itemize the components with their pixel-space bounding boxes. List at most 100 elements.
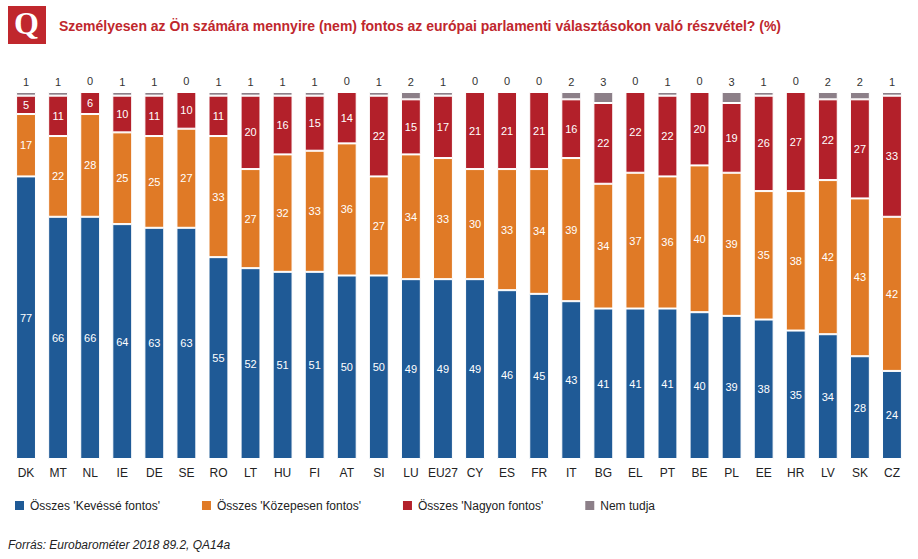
svg-text:FR: FR [531,466,547,480]
svg-text:0: 0 [536,75,542,87]
svg-text:38: 38 [790,255,802,267]
svg-text:Nem tudja: Nem tudja [600,499,655,513]
svg-text:33: 33 [886,150,898,162]
svg-text:49: 49 [469,363,481,375]
svg-text:28: 28 [854,402,866,414]
svg-text:IT: IT [566,466,577,480]
svg-text:22: 22 [822,134,834,146]
svg-text:1: 1 [247,76,253,88]
svg-text:PT: PT [660,466,676,480]
svg-text:LU: LU [403,466,418,480]
svg-text:0: 0 [504,75,510,87]
svg-text:1: 1 [664,76,670,88]
svg-text:21: 21 [501,125,513,137]
svg-text:35: 35 [790,389,802,401]
svg-text:11: 11 [52,110,63,122]
svg-text:0: 0 [87,75,93,87]
svg-text:1: 1 [889,76,895,88]
svg-text:1: 1 [280,76,286,88]
svg-text:33: 33 [212,191,224,203]
svg-text:49: 49 [405,363,417,375]
svg-text:1: 1 [23,76,29,88]
svg-text:40: 40 [693,380,705,392]
svg-text:24: 24 [886,409,898,421]
svg-text:PL: PL [724,466,739,480]
svg-text:0: 0 [344,75,350,87]
svg-text:HU: HU [274,466,291,480]
svg-text:EL: EL [628,466,643,480]
svg-text:20: 20 [693,123,705,135]
svg-text:41: 41 [597,378,609,390]
svg-text:25: 25 [116,172,128,184]
svg-text:2: 2 [408,76,414,88]
svg-text:1: 1 [312,76,318,88]
svg-text:15: 15 [405,121,417,133]
svg-text:1: 1 [55,76,61,88]
svg-text:0: 0 [793,75,799,87]
svg-text:3: 3 [729,76,735,88]
svg-text:0: 0 [183,75,189,87]
svg-text:34: 34 [822,391,834,403]
svg-text:34: 34 [405,211,417,223]
svg-text:33: 33 [437,213,449,225]
svg-text:19: 19 [725,132,737,144]
svg-text:Q: Q [14,5,39,41]
svg-text:51: 51 [309,359,321,371]
svg-text:77: 77 [20,312,32,324]
svg-text:11: 11 [213,110,224,122]
svg-text:55: 55 [212,352,224,364]
svg-text:16: 16 [276,119,288,131]
svg-text:1: 1 [376,76,382,88]
svg-text:IE: IE [117,466,128,480]
svg-text:37: 37 [629,235,641,247]
svg-text:21: 21 [533,125,545,137]
svg-text:Összes 'Kevéssé fontos': Összes 'Kevéssé fontos' [30,499,160,513]
svg-text:5: 5 [23,99,29,111]
svg-text:39: 39 [725,381,737,393]
svg-text:CY: CY [467,466,484,480]
svg-text:32: 32 [276,207,288,219]
svg-text:43: 43 [565,374,577,386]
svg-text:11: 11 [149,110,160,122]
svg-text:66: 66 [52,332,64,344]
svg-text:FI: FI [309,466,320,480]
svg-text:BG: BG [595,466,612,480]
svg-text:1: 1 [440,76,446,88]
svg-text:22: 22 [629,126,641,138]
svg-text:0: 0 [472,75,478,87]
svg-text:50: 50 [373,361,385,373]
svg-text:NL: NL [83,466,99,480]
svg-text:BE: BE [692,466,708,480]
svg-text:1: 1 [761,76,767,88]
svg-text:33: 33 [309,205,321,217]
svg-text:SK: SK [852,466,868,480]
svg-text:30: 30 [469,218,481,230]
svg-text:34: 34 [597,240,609,252]
svg-text:63: 63 [180,337,192,349]
svg-text:LT: LT [244,466,258,480]
svg-text:27: 27 [790,136,802,148]
svg-text:DE: DE [146,466,163,480]
svg-text:2: 2 [857,76,863,88]
svg-text:35: 35 [758,249,770,261]
svg-text:49: 49 [437,363,449,375]
svg-text:SI: SI [373,466,384,480]
svg-text:17: 17 [20,139,32,151]
svg-text:6: 6 [87,97,93,109]
svg-text:10: 10 [180,104,192,116]
svg-text:40: 40 [693,233,705,245]
svg-text:42: 42 [822,251,834,263]
svg-text:52: 52 [244,358,256,370]
svg-text:15: 15 [309,117,321,129]
svg-text:42: 42 [886,288,898,300]
svg-text:26: 26 [758,137,770,149]
svg-text:36: 36 [341,203,353,215]
svg-text:1: 1 [215,76,221,88]
svg-text:Személyesen az Ön számára menn: Személyesen az Ön számára mennyire (nem)… [59,18,781,34]
svg-text:CZ: CZ [884,466,900,480]
svg-text:1: 1 [119,76,125,88]
svg-text:LV: LV [821,466,835,480]
svg-text:SE: SE [178,466,194,480]
svg-text:DK: DK [18,466,35,480]
svg-text:RO: RO [209,466,227,480]
